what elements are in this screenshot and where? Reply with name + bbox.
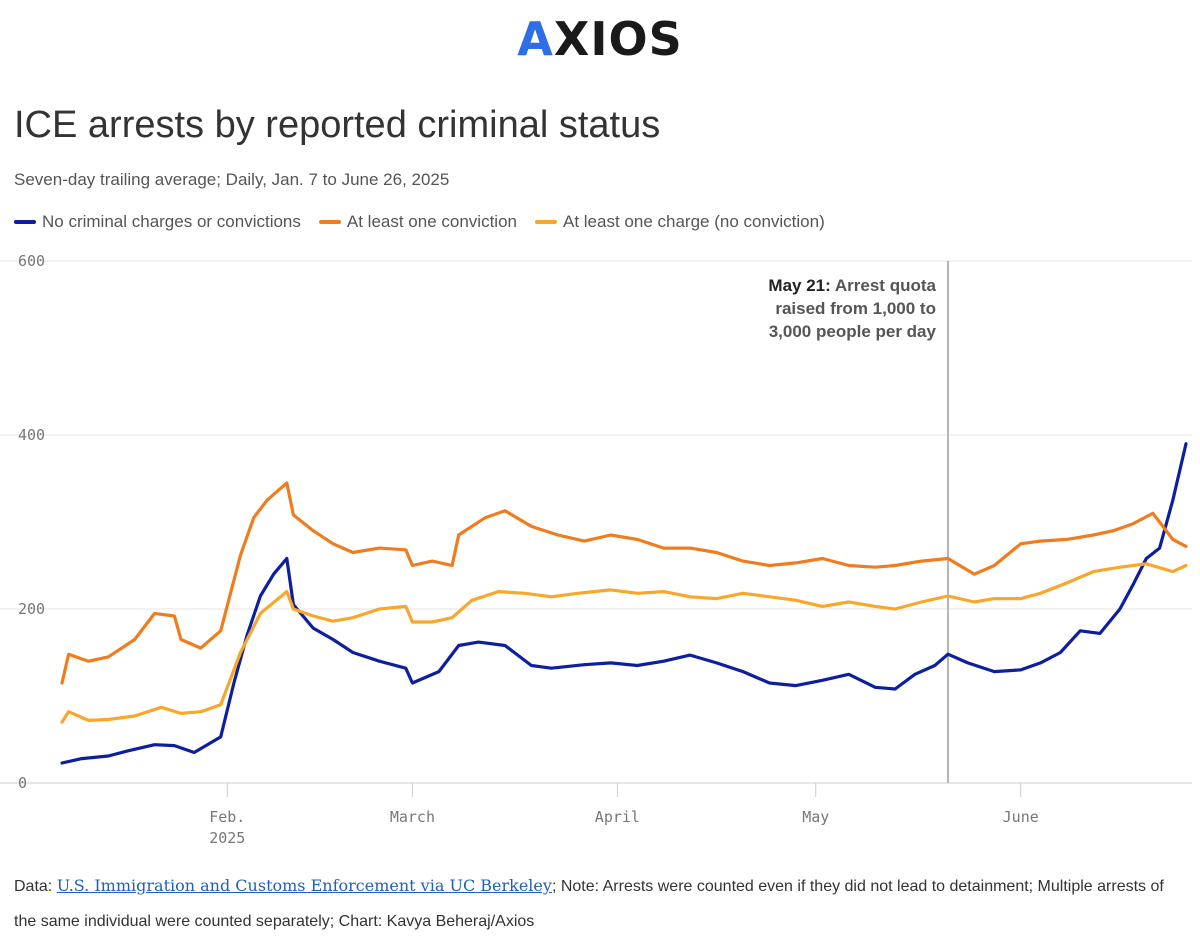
annotation-line-2: raised from 1,000 to [775, 299, 936, 318]
footer-note-text: ; Note: Arrests were counted even if the… [14, 878, 1164, 930]
legend-item-charge: At least one charge (no conviction) [535, 212, 825, 232]
legend-label: At least one charge (no conviction) [563, 212, 825, 231]
legend-label: No criminal charges or convictions [42, 212, 301, 231]
y-tick-label: 400 [18, 426, 45, 444]
legend-item-no-criminal: No criminal charges or convictions [14, 212, 301, 232]
legend-swatch [535, 220, 557, 224]
x-tick-label: June [1003, 808, 1039, 826]
x-tick-label: April [595, 808, 640, 826]
annotation-line-1: May 21: Arrest quota [768, 276, 936, 295]
x-tick-label: Feb. [209, 808, 245, 826]
x-tick-label: May [802, 808, 829, 826]
x-tick-label: March [390, 808, 435, 826]
gridlines [0, 260, 1192, 784]
footer-data-prefix: Data: [14, 878, 57, 895]
series-lines [60, 442, 1188, 765]
y-tick-label: 600 [18, 252, 45, 270]
legend-label: At least one conviction [346, 212, 517, 231]
footer-note: Data: U.S. Immigration and Customs Enfor… [14, 868, 1186, 939]
y-axis-ticks: 0 200 400 600 [18, 252, 45, 792]
y-tick-label: 200 [18, 600, 45, 618]
annotation-text: Arrest quota [831, 276, 937, 295]
line-chart: 0 200 400 600 Feb. 2025 March April May June May… [0, 252, 1192, 847]
annotation-date: May 21: [768, 276, 830, 295]
legend-swatch [14, 220, 36, 224]
annotation-line-3: 3,000 people per day [769, 322, 937, 341]
legend-item-conviction: At least one conviction [318, 212, 517, 232]
axios-logo: AXIOS [517, 12, 683, 66]
chart-subtitle: Seven-day trailing average; Daily, Jan. … [14, 170, 450, 189]
chart-title: ICE arrests by reported criminal status [14, 104, 661, 146]
source-link[interactable]: U.S. Immigration and Customs Enforcement… [56, 876, 552, 895]
legend-swatch [318, 220, 341, 224]
series-line-1 [60, 481, 1188, 685]
series-line-0 [60, 442, 1188, 765]
annotation: May 21: Arrest quota raised from 1,000 to… [768, 261, 949, 783]
legend: No criminal charges or convictions At le… [14, 212, 825, 232]
x-axis-ticks: Feb. 2025 March April May June [209, 783, 1039, 847]
series-line-2 [60, 562, 1188, 724]
x-tick-label-year: 2025 [209, 829, 245, 847]
y-tick-label: 0 [18, 774, 27, 792]
